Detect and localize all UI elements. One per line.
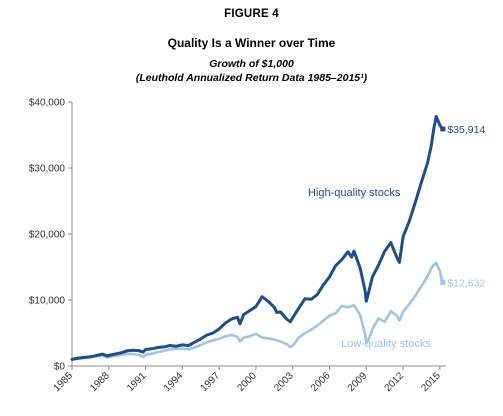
y-tick-label: $20,000: [29, 230, 66, 241]
y-tick-label: $40,000: [29, 98, 66, 109]
x-tick-label: 2003: [272, 370, 296, 394]
y-tick-label: $10,000: [29, 296, 66, 307]
x-tick-label: 1988: [88, 370, 112, 394]
series-lines: [70, 115, 444, 361]
high-quality-end-value: $35,914: [447, 124, 485, 136]
high-quality-series-label: High-quality stocks: [308, 187, 401, 199]
low-quality-series-line: [70, 261, 444, 361]
subtitle-line-1: Growth of $1,000: [209, 58, 294, 70]
high-quality-series-line: [70, 115, 444, 361]
x-tick-label: 2012: [383, 370, 407, 394]
x-tick-label: 1994: [162, 370, 186, 394]
x-tick-label: 2009: [346, 370, 370, 394]
low-quality-end-marker: [440, 280, 446, 286]
x-tick-label: 2000: [235, 370, 259, 394]
high-quality-end-marker: [440, 126, 446, 132]
x-tick-label: 1997: [199, 370, 223, 394]
axes: $0 $10,000 $20,000 $30,000 $40,000 1985 1988 19…: [29, 98, 446, 394]
chart-subtitle: Growth of $1,000 (Leuthold Annualized Re…: [0, 57, 503, 85]
y-tick-label: $30,000: [29, 164, 66, 175]
low-quality-series-label: Low-quality stocks: [341, 338, 431, 350]
x-tick-label: 2015: [419, 370, 443, 394]
figure-label: FIGURE 4: [224, 8, 279, 20]
x-tick-label: 2006: [309, 370, 333, 394]
low-quality-end-value: $12,632: [447, 278, 485, 290]
chart-title: Quality Is a Winner over Time: [167, 36, 336, 50]
y-tick-label: $0: [54, 362, 66, 373]
subtitle-line-2: (Leuthold Annualized Return Data 1985–20…: [135, 72, 368, 84]
x-tick-label: 1991: [125, 370, 149, 394]
series-labels: $35,914 $12,632 High-quality stocks Low-qua…: [308, 124, 485, 350]
x-tick-label: 1985: [51, 370, 75, 394]
